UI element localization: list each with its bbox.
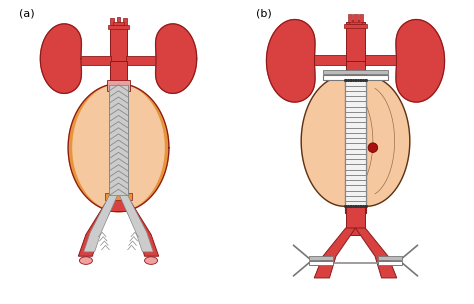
Bar <box>126 56 177 65</box>
Bar <box>123 19 127 28</box>
Text: (a): (a) <box>18 9 34 19</box>
Polygon shape <box>73 85 164 211</box>
Bar <box>107 80 130 91</box>
Circle shape <box>368 143 378 152</box>
Ellipse shape <box>145 257 157 264</box>
Bar <box>323 75 388 80</box>
Bar <box>359 14 363 22</box>
Bar <box>291 55 347 65</box>
Bar <box>110 19 114 28</box>
Polygon shape <box>68 84 169 212</box>
Polygon shape <box>266 19 315 102</box>
Bar <box>106 193 131 200</box>
Bar <box>346 60 365 75</box>
Bar <box>110 193 127 211</box>
Bar <box>117 17 120 28</box>
Bar <box>109 85 128 195</box>
Bar <box>353 14 358 22</box>
Bar <box>416 72 424 98</box>
Bar <box>345 72 366 213</box>
Bar <box>110 28 127 61</box>
Polygon shape <box>356 228 397 278</box>
Bar <box>348 14 352 22</box>
Bar <box>323 70 388 74</box>
Bar <box>317 262 394 263</box>
Text: (b): (b) <box>255 9 271 19</box>
Bar <box>113 22 124 26</box>
Bar <box>378 261 402 265</box>
Polygon shape <box>155 24 197 93</box>
Ellipse shape <box>80 257 92 264</box>
Polygon shape <box>84 195 118 252</box>
Polygon shape <box>366 76 410 206</box>
Bar <box>349 20 362 24</box>
Bar <box>345 80 366 206</box>
Polygon shape <box>314 228 356 278</box>
Bar <box>309 256 333 260</box>
Bar <box>378 256 402 260</box>
Bar <box>110 61 127 87</box>
Polygon shape <box>78 195 118 256</box>
Bar <box>346 206 365 234</box>
Bar <box>410 68 424 76</box>
Bar <box>60 56 111 65</box>
Polygon shape <box>119 195 153 252</box>
Bar <box>364 55 420 65</box>
Polygon shape <box>40 24 82 93</box>
Bar <box>309 261 333 265</box>
Bar <box>108 26 129 29</box>
Polygon shape <box>118 195 159 256</box>
Polygon shape <box>396 19 445 102</box>
Bar <box>346 22 365 61</box>
Polygon shape <box>301 76 345 206</box>
Bar <box>344 24 367 28</box>
